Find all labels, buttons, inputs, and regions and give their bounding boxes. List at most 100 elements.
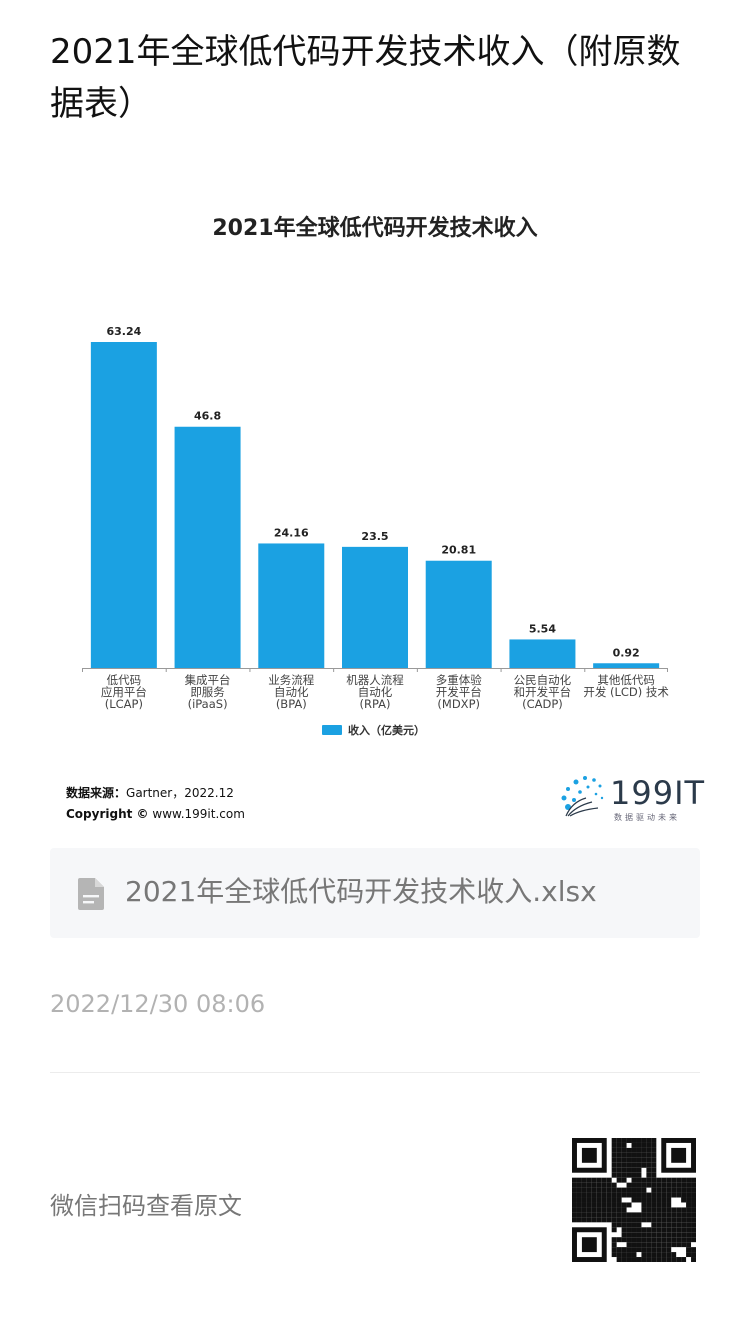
- qr-module: [691, 1232, 696, 1238]
- qr-module: [651, 1167, 657, 1173]
- qr-module: [651, 1152, 657, 1158]
- qr-module: [691, 1207, 696, 1213]
- brand-dots-icon: [561, 776, 604, 817]
- qr-module: [646, 1192, 652, 1198]
- qr-module: [621, 1257, 627, 1262]
- qr-module: [641, 1142, 647, 1148]
- qr-module: [646, 1177, 652, 1183]
- qr-module: [611, 1147, 617, 1153]
- qr-module: [586, 1217, 592, 1223]
- chart-title: 2021年全球低代码开发技术收入: [212, 216, 538, 241]
- x-tick-label-4-2: (MDXP): [437, 697, 480, 711]
- qr-module: [641, 1252, 647, 1258]
- qr-module: [636, 1182, 642, 1188]
- qr-module: [616, 1247, 622, 1253]
- qr-module: [676, 1207, 682, 1213]
- x-tick-label-3-2: (RPA): [359, 697, 390, 711]
- qr-module: [631, 1167, 637, 1173]
- qr-module: [661, 1197, 667, 1203]
- qr-module: [576, 1197, 582, 1203]
- qr-module: [651, 1162, 657, 1168]
- qr-module: [616, 1257, 622, 1262]
- x-tick-label-3-0: 机器人流程: [346, 673, 404, 687]
- qr-module: [621, 1187, 627, 1193]
- qr-module: [661, 1227, 667, 1233]
- qr-module: [641, 1147, 647, 1153]
- qr-module: [656, 1242, 662, 1248]
- qr-module: [601, 1182, 607, 1188]
- qr-module: [676, 1222, 682, 1228]
- qr-module: [631, 1217, 637, 1223]
- data-label-5: 5.54: [529, 622, 556, 635]
- qr-module: [601, 1207, 607, 1213]
- qr-module: [596, 1177, 602, 1183]
- qr-module: [626, 1157, 632, 1163]
- qr-module: [621, 1212, 627, 1218]
- qr-module: [616, 1162, 622, 1168]
- x-tick-label-3-1: 自动化: [358, 685, 393, 699]
- qr-module: [572, 1202, 577, 1208]
- qr-module: [581, 1147, 597, 1163]
- qr-module: [636, 1192, 642, 1198]
- qr-module: [621, 1237, 627, 1243]
- qr-module: [611, 1202, 617, 1208]
- qr-module: [621, 1232, 627, 1238]
- qr-module: [671, 1232, 677, 1238]
- qr-module: [671, 1187, 677, 1193]
- qr-module: [576, 1187, 582, 1193]
- qr-module: [631, 1192, 637, 1198]
- qr-module: [676, 1217, 682, 1223]
- attachment-file-name[interactable]: 2021年全球低代码开发技术收入.xlsx: [125, 875, 597, 908]
- qr-module: [656, 1252, 662, 1258]
- qr-module: [681, 1257, 687, 1262]
- qr-module: [656, 1212, 662, 1218]
- qr-code[interactable]: [572, 1138, 696, 1262]
- qr-module: [631, 1252, 637, 1258]
- attachment-card[interactable]: 2021年全球低代码开发技术收入.xlsx: [50, 848, 700, 938]
- qr-module: [671, 1212, 677, 1218]
- data-label-1: 46.8: [194, 410, 221, 423]
- qr-module: [661, 1192, 667, 1198]
- qr-module: [681, 1187, 687, 1193]
- qr-module: [641, 1187, 647, 1193]
- qr-module: [641, 1212, 647, 1218]
- qr-module: [586, 1182, 592, 1188]
- qr-module: [601, 1197, 607, 1203]
- qr-module: [616, 1197, 622, 1203]
- qr-module: [596, 1187, 602, 1193]
- qr-module: [596, 1197, 602, 1203]
- qr-module: [631, 1227, 637, 1233]
- qr-module: [636, 1197, 642, 1203]
- qr-module: [671, 1217, 677, 1223]
- qr-module: [572, 1197, 577, 1203]
- qr-module: [636, 1187, 642, 1193]
- qr-module: [666, 1242, 672, 1248]
- qr-module: [666, 1207, 672, 1213]
- qr-module: [691, 1182, 696, 1188]
- qr-module: [581, 1237, 597, 1253]
- qr-module: [676, 1257, 682, 1262]
- qr-module: [621, 1217, 627, 1223]
- qr-module: [646, 1157, 652, 1163]
- source-block: 数据来源：Gartner，2022.12 Copyright © www.199…: [66, 783, 245, 825]
- document-icon: [78, 878, 104, 910]
- qr-module: [621, 1152, 627, 1158]
- qr-module: [626, 1187, 632, 1193]
- qr-module: [636, 1237, 642, 1243]
- qr-module: [581, 1202, 587, 1208]
- qr-module: [641, 1247, 647, 1253]
- qr-module: [646, 1197, 652, 1203]
- qr-module: [596, 1217, 602, 1223]
- qr-module: [651, 1177, 657, 1183]
- qr-module: [661, 1257, 667, 1262]
- qr-module: [636, 1217, 642, 1223]
- qr-module: [621, 1162, 627, 1168]
- qr-module: [636, 1167, 642, 1173]
- qr-module: [626, 1247, 632, 1253]
- qr-module: [611, 1212, 617, 1218]
- qr-module: [671, 1227, 677, 1233]
- qr-module: [631, 1247, 637, 1253]
- qr-module: [651, 1207, 657, 1213]
- qr-module: [651, 1138, 657, 1143]
- qr-module: [666, 1202, 672, 1208]
